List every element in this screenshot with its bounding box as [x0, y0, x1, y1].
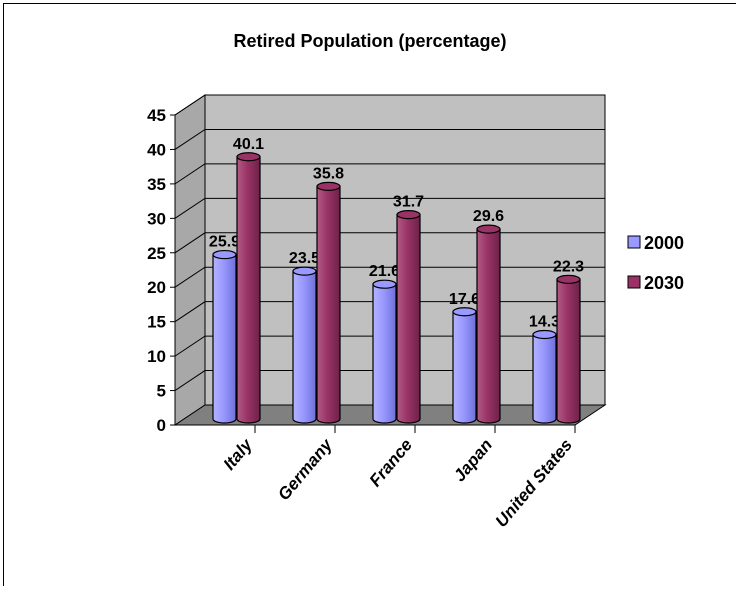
bar-top-2030 — [236, 152, 261, 162]
bar-top-2000 — [452, 307, 477, 317]
gridline — [174, 370, 605, 391]
bar-top-2030 — [396, 210, 421, 220]
y-tick-label: 30 — [147, 209, 166, 228]
data-label: 22.3 — [553, 258, 584, 275]
data-label: 29.6 — [473, 208, 504, 225]
legend-swatch — [627, 275, 641, 289]
data-label: 35.8 — [313, 165, 344, 182]
x-tick-label: Germany — [274, 434, 337, 504]
data-label: 14.3 — [529, 313, 560, 330]
floor — [173, 404, 607, 426]
data-label: 40.1 — [233, 136, 264, 153]
side-wall — [174, 94, 206, 426]
y-tick-label: 10 — [147, 347, 166, 366]
bar-top-2000 — [212, 249, 237, 260]
y-tick-label: 45 — [147, 106, 166, 125]
y-tick-label: 40 — [147, 140, 166, 159]
legend-label: 2030 — [644, 273, 684, 293]
bar-top-2000 — [532, 329, 557, 340]
data-label: 21.6 — [369, 263, 400, 280]
back-wall — [204, 94, 606, 406]
y-tick-label: 5 — [157, 382, 166, 401]
bar-2030 — [556, 278, 581, 424]
gridline — [174, 197, 605, 219]
y-tick-label: 25 — [147, 244, 166, 263]
bar-2000 — [292, 270, 317, 424]
gridline — [174, 232, 605, 254]
bar-top-2000 — [292, 266, 317, 276]
bar-2000 — [452, 311, 477, 424]
legend-label: 2000 — [644, 233, 684, 253]
data-label: 31.7 — [393, 194, 424, 211]
data-label: 23.5 — [289, 250, 320, 267]
bar-top-2000 — [372, 279, 397, 289]
x-tick-label: Japan — [450, 435, 496, 485]
bar-2030 — [396, 214, 421, 424]
y-tick-label: 20 — [147, 278, 166, 297]
legend-swatch — [627, 235, 641, 249]
data-label: 17.6 — [449, 291, 480, 308]
x-tick-label: Italy — [220, 434, 257, 473]
bar-top-2030 — [316, 181, 341, 191]
y-tick-label: 15 — [147, 313, 166, 332]
data-label: 25.9 — [209, 234, 240, 251]
gridline — [174, 163, 605, 185]
bar-top-2030 — [476, 224, 501, 234]
bar-top-2030 — [556, 274, 581, 284]
bar-2030 — [236, 156, 261, 424]
bar-2030 — [476, 228, 501, 424]
x-tick-label: France — [366, 435, 416, 490]
gridline — [174, 301, 605, 323]
y-tick-label: 35 — [147, 175, 166, 194]
x-tick-label: United States — [492, 435, 576, 530]
y-tick-label: 0 — [157, 416, 166, 435]
gridline — [174, 94, 605, 116]
gridline — [174, 128, 605, 150]
bar-2030 — [316, 185, 341, 424]
bar-2000 — [532, 333, 557, 424]
bar-2000 — [372, 283, 397, 424]
bar-2000 — [212, 253, 237, 424]
gridline — [174, 335, 605, 357]
chart-title: Retired Population (percentage) — [233, 31, 506, 51]
gridline — [174, 266, 605, 288]
